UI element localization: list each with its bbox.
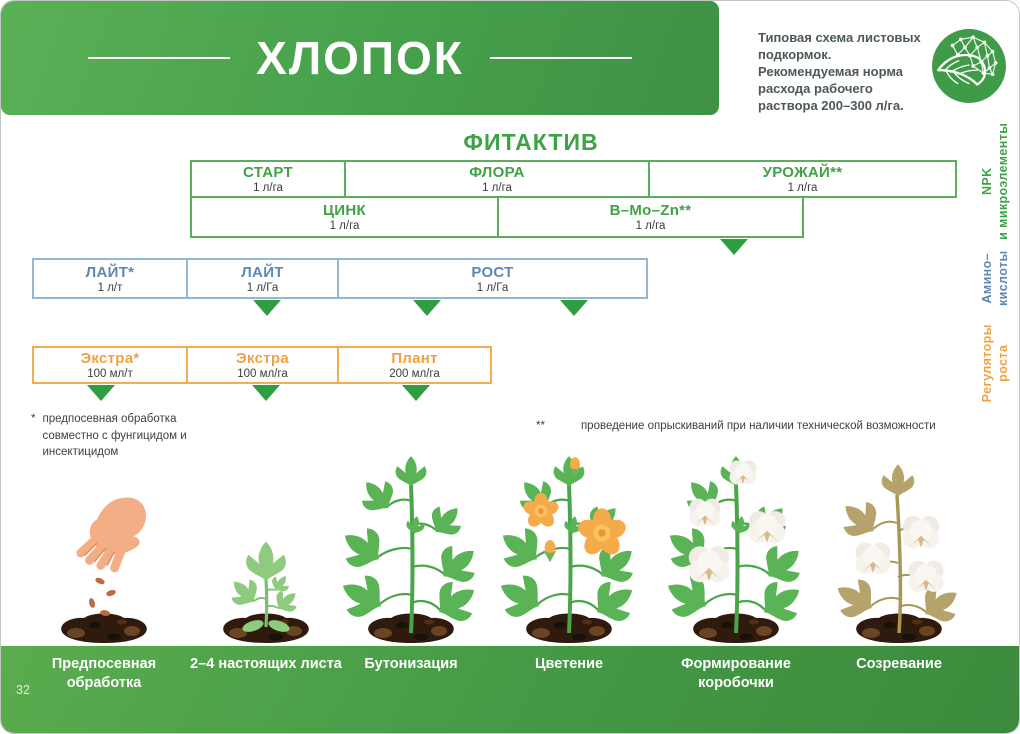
stage-label-6: Созревание — [856, 656, 942, 672]
stage-label-2: 2–4 настоящих листа — [190, 656, 342, 672]
intro-text: Типовая схема листовых подкормок. Рекоме… — [758, 30, 921, 113]
product-name: ЛАЙТ — [241, 263, 284, 281]
product-name: ЛАЙТ* — [85, 263, 135, 281]
stage-label-1: Предпосевная обработка — [51, 656, 157, 691]
application-arrow-icon — [253, 300, 281, 316]
product-start: СТАРТ 1 л/га — [190, 160, 346, 198]
leaf-network-icon — [932, 29, 1006, 103]
category-line: NPK — [979, 167, 994, 196]
product-rost: РОСТ 1 л/Га — [337, 258, 648, 299]
product-dose: 1 л/га — [253, 182, 283, 194]
header-banner: ХЛОПОК — [1, 1, 719, 115]
hand — [76, 497, 146, 573]
title-rule-right — [489, 57, 632, 59]
product-dose: 1 л/га — [635, 220, 666, 232]
stage-label-3: Бутонизация — [364, 656, 458, 672]
row-amino: ЛАЙТ* 1 л/т ЛАЙТ 1 л/Га РОСТ 1 л/Га — [32, 258, 648, 299]
page-number: 32 — [16, 683, 30, 697]
category-line: Амино– — [979, 253, 994, 304]
footnote-marker: ** — [536, 420, 545, 432]
product-dose: 1 л/га — [329, 220, 360, 232]
row-regulators: Экстра* 100 мл/т Экстра 100 мл/га Плант … — [32, 346, 492, 384]
scheme-title: ФИТАКТИВ — [463, 129, 599, 155]
product-name: ФЛОРА — [469, 164, 525, 181]
product-light: ЛАЙТ 1 л/Га — [186, 258, 339, 299]
row-npk-1: СТАРТ 1 л/га ФЛОРА 1 л/га УРОЖАЙ** 1 л/г… — [190, 160, 957, 198]
product-name: Экстра — [236, 350, 289, 367]
product-urozhay: УРОЖАЙ** 1 л/га — [648, 160, 957, 198]
product-dose: 1 л/Га — [246, 281, 279, 294]
application-arrow-icon — [252, 385, 280, 401]
product-dose: 200 мл/га — [389, 368, 440, 380]
product-name: УРОЖАЙ** — [762, 164, 843, 181]
product-name: Плант — [391, 350, 438, 367]
application-arrow-icon — [87, 385, 115, 401]
category-line: и микроэлементы — [996, 122, 1010, 240]
category-label-regulators: Регуляторы роста — [979, 313, 1012, 413]
sowing-hand-illustration — [61, 497, 147, 643]
product-dose: 1 л/га — [787, 182, 818, 194]
product-light-seed: ЛАЙТ* 1 л/т — [32, 258, 188, 299]
category-line: кислоты — [996, 250, 1010, 307]
category-line: Регуляторы — [979, 324, 994, 403]
product-dose: 1 л/Га — [476, 281, 509, 294]
application-arrow-icon — [402, 385, 430, 401]
product-name: РОСТ — [471, 263, 514, 281]
flowering-plant-illustration — [484, 447, 654, 643]
product-plant: Плант 200 мл/га — [337, 346, 492, 384]
product-dose: 100 мл/т — [87, 368, 133, 380]
product-dose: 100 мл/га — [237, 368, 288, 380]
stage-label-4: Цветение — [534, 656, 604, 672]
product-name: Экстра* — [80, 350, 140, 367]
footnote-2: ** проведение опрыскиваний при наличии т… — [536, 418, 936, 435]
row-npk-2: ЦИНК 1 л/га B–Mo–Zn** 1 л/га — [190, 196, 804, 238]
product-b-mo-zn: B–Mo–Zn** 1 л/га — [497, 196, 804, 238]
product-name: СТАРТ — [243, 164, 293, 181]
product-extra: Экстра 100 мл/га — [186, 346, 339, 384]
application-arrow-icon — [413, 300, 441, 316]
stage-label-5: Формирование коробочки — [681, 656, 791, 691]
product-dose: 1 л/т — [97, 281, 123, 294]
footer-bar: Предпосевная обработка 2–4 настоящих лис… — [1, 646, 1019, 733]
budding-plant-illustration — [326, 447, 496, 643]
footnote-marker: * — [31, 413, 36, 425]
title-rule-left — [88, 57, 231, 59]
boll-formation-plant-illustration — [651, 447, 821, 643]
category-line: роста — [996, 344, 1010, 382]
page-title: ХЛОПОК — [256, 32, 464, 84]
application-arrow-icon — [560, 300, 588, 316]
footnote-1: * предпосевная обработка совместно с фун… — [31, 411, 220, 461]
seedling-illustration — [223, 541, 309, 643]
footnote-text: проведение опрыскиваний при наличии техн… — [580, 420, 936, 432]
application-arrow-icon — [720, 239, 748, 255]
product-name: B–Mo–Zn** — [609, 202, 692, 219]
ripening-plant-illustration — [827, 464, 968, 643]
falling-seeds — [89, 577, 116, 616]
product-extra-seed: Экстра* 100 мл/т — [32, 346, 188, 384]
category-label-amino: Амино– кислоты — [979, 233, 1012, 323]
category-label-npk: NPK и микроэлементы — [979, 116, 1012, 246]
product-tsink: ЦИНК 1 л/га — [190, 196, 499, 238]
product-name: ЦИНК — [323, 202, 366, 219]
footnote-text: предпосевная обработка совместно с фунги… — [42, 413, 187, 459]
product-flora: ФЛОРА 1 л/га — [344, 160, 650, 198]
product-dose: 1 л/га — [482, 182, 512, 194]
